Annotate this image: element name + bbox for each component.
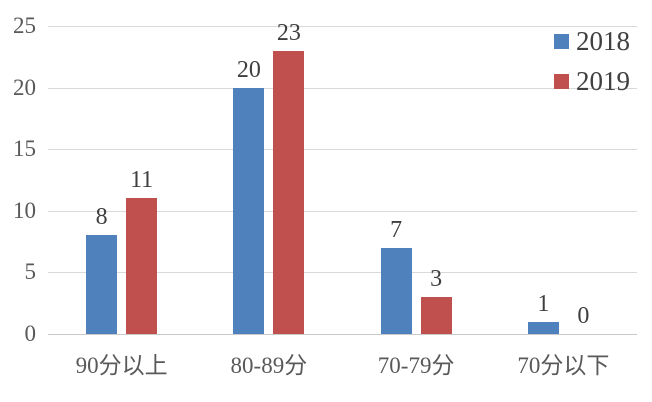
gridline	[48, 272, 637, 274]
data-label: 8	[95, 204, 108, 231]
data-label: 7	[390, 216, 403, 243]
y-tick-label: 25	[13, 13, 36, 38]
y-tick-label: 15	[13, 136, 36, 162]
x-axis-line	[48, 334, 637, 335]
legend-swatch-2019	[554, 73, 569, 89]
bar-2019-2	[273, 50, 305, 334]
bar-2019-1	[126, 198, 158, 334]
x-category-label: 90分以上	[75, 353, 168, 378]
data-label: 3	[430, 266, 443, 293]
bar-2018-3	[380, 247, 412, 334]
legend-swatch-2018	[554, 33, 569, 49]
gridline	[48, 149, 637, 151]
x-category-label: 70分以下	[517, 353, 610, 378]
bar-2018-2	[233, 87, 265, 334]
data-label: 11	[130, 167, 154, 194]
data-label: 0	[577, 303, 590, 329]
y-tick-label: 20	[13, 74, 36, 100]
legend-item-2018: 2018	[554, 27, 630, 55]
gridline	[48, 26, 637, 27]
y-tick-label: 10	[13, 197, 36, 223]
data-label: 20	[236, 56, 261, 83]
bar-2019-3	[420, 297, 452, 334]
data-label: 23	[276, 19, 301, 46]
data-label: 1	[537, 290, 550, 317]
gridline	[48, 87, 637, 89]
bar-2018-4	[527, 321, 559, 334]
legend-label: 2019	[576, 66, 630, 96]
legend-label: 2018	[576, 26, 630, 56]
legend-item-2019: 2019	[554, 67, 630, 95]
y-tick-label: 5	[24, 259, 37, 285]
gridline	[48, 210, 637, 212]
bar-2018-1	[86, 235, 118, 334]
x-category-label: 70-79分	[377, 353, 455, 378]
x-category-label: 80-89分	[230, 353, 308, 378]
y-tick-label: 0	[24, 321, 37, 346]
